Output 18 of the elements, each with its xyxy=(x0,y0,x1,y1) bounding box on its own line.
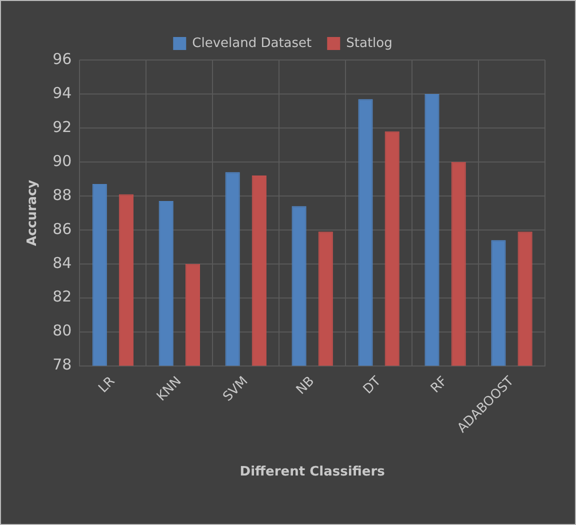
legend-label: Cleveland Dataset xyxy=(192,36,312,51)
y-tick-label: 88 xyxy=(52,186,72,204)
y-tick-label: 92 xyxy=(52,118,72,136)
x-tick-label: LR xyxy=(96,374,118,396)
y-tick-label: 94 xyxy=(52,84,72,102)
x-tick-label: DT xyxy=(360,374,384,398)
x-axis-title: Different Classifiers xyxy=(240,464,386,480)
x-tick-label: RF xyxy=(428,374,451,396)
y-tick-label: 90 xyxy=(52,152,72,170)
y-tick-label: 78 xyxy=(52,356,72,374)
y-tick-label: 80 xyxy=(52,322,72,340)
y-tick-label: 84 xyxy=(52,254,72,272)
y-tick-label: 82 xyxy=(52,288,72,306)
y-axis-title: Accuracy xyxy=(25,179,40,246)
x-tick-label: NB xyxy=(294,374,318,398)
y-tick-label: 86 xyxy=(52,220,72,238)
legend-label: Statlog xyxy=(346,36,392,51)
y-tick-label: 96 xyxy=(52,50,72,68)
